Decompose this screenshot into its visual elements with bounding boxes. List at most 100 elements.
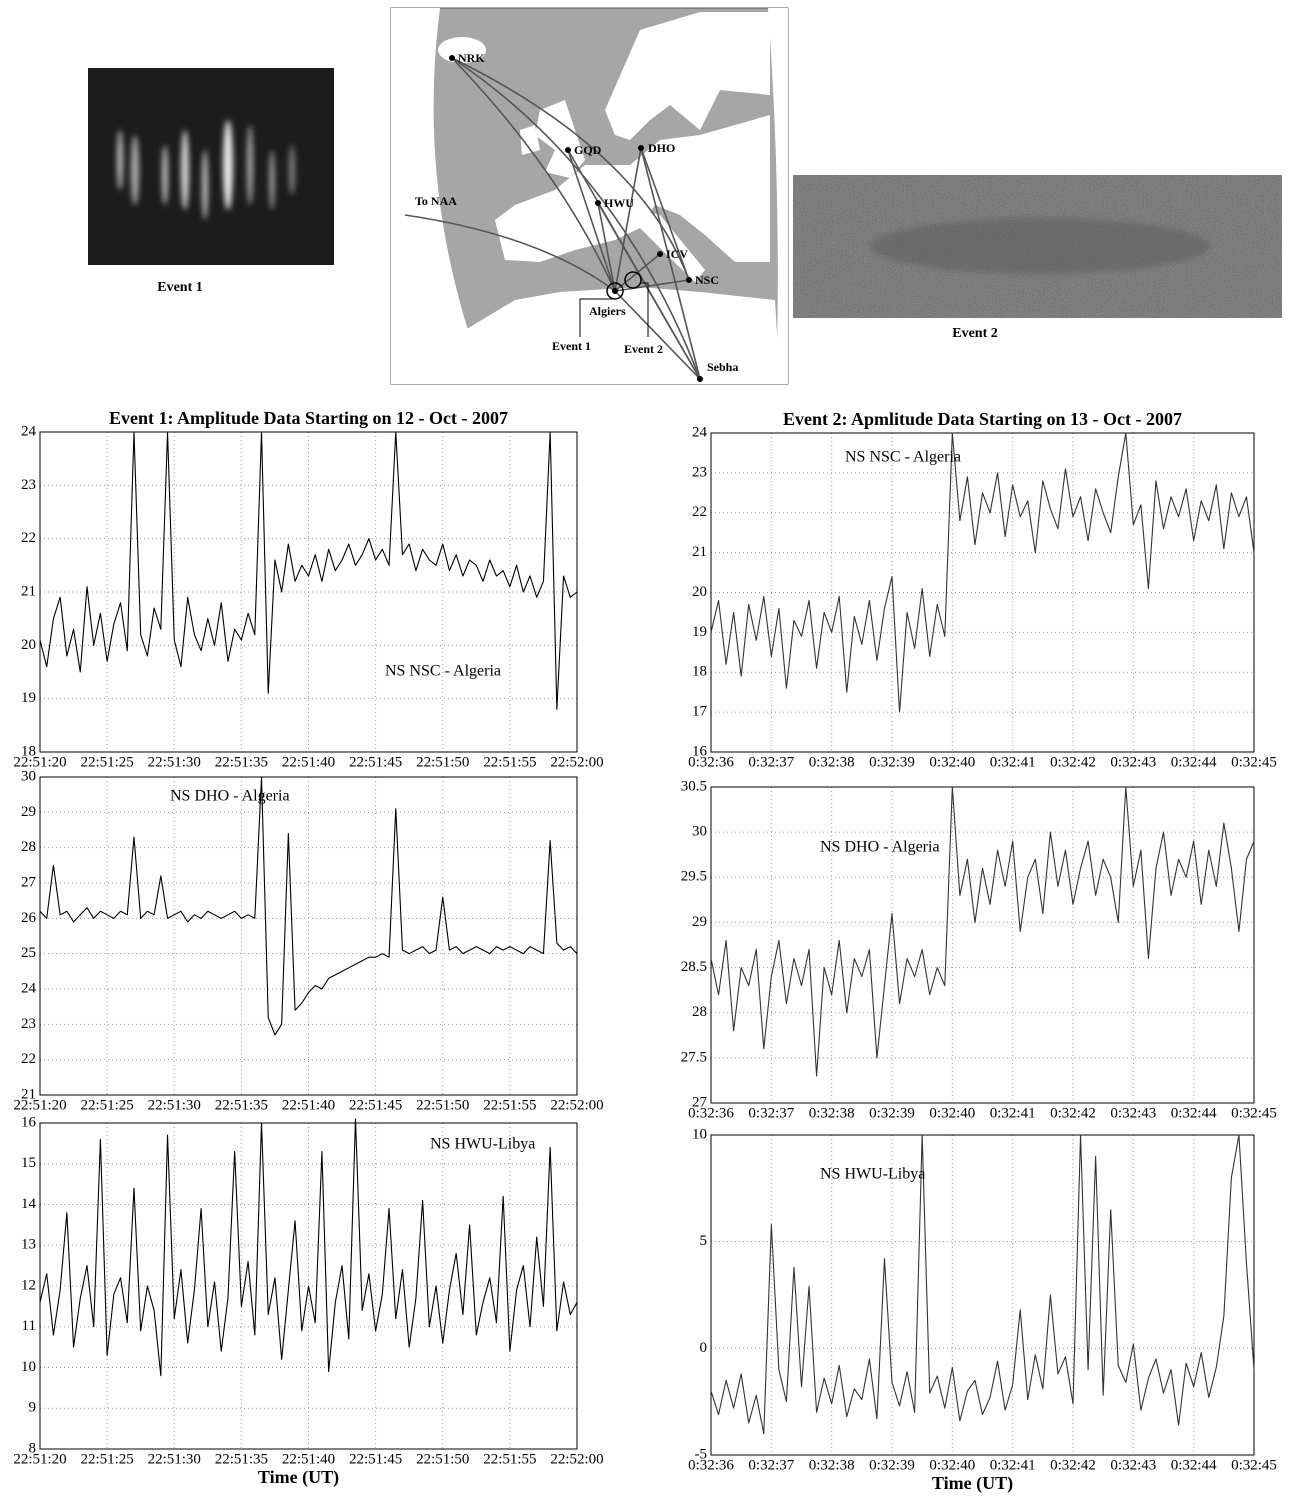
x-axis-label: Time (UT)	[258, 1467, 339, 1488]
y-tick-label: 29	[692, 914, 707, 930]
x-tick-label: 0:32:45	[1231, 1105, 1277, 1121]
projection-edge	[391, 8, 487, 384]
station-label: NRK	[458, 51, 485, 65]
aurora-streaks	[117, 120, 295, 220]
y-tick-label: 11	[22, 1318, 36, 1334]
y-tick-label: 23	[21, 1016, 36, 1032]
x-tick-label: 0:32:37	[748, 1457, 794, 1473]
data-line	[39, 431, 578, 710]
x-tick-label: 0:32:43	[1110, 1105, 1156, 1121]
x-tick-label: 22:52:00	[550, 1451, 603, 1467]
y-tick-label: 24	[21, 423, 37, 439]
x-tick-label: 0:32:41	[990, 754, 1036, 770]
x-tick-label: 0:32:36	[688, 1105, 734, 1121]
station	[565, 147, 571, 153]
y-tick-label: 30	[692, 824, 707, 840]
x-tick-label: 22:51:40	[282, 1451, 335, 1467]
plot-area	[40, 777, 577, 1095]
y-tick-label: 19	[21, 690, 36, 706]
station-label: GQD	[574, 143, 602, 157]
streak	[162, 145, 168, 205]
callout-lines	[579, 282, 649, 337]
x-tick-label: 22:51:55	[483, 754, 536, 770]
plot-area	[711, 433, 1254, 752]
x-tick-label: 0:32:40	[929, 1457, 975, 1473]
annotation: NS HWU-Libya	[820, 1166, 925, 1183]
y-tick-label: 10	[21, 1359, 36, 1375]
y-tick-label: 24	[692, 424, 708, 440]
event-1-image: Event 1	[88, 68, 334, 295]
x-tick-label: 0:32:36	[688, 754, 734, 770]
station-label: Algiers	[589, 304, 626, 318]
x-tick-label: 0:32:38	[809, 1105, 855, 1121]
plot-frame	[710, 1134, 1255, 1456]
path	[451, 57, 616, 292]
y-tick-label: -5	[695, 1446, 708, 1462]
land	[605, 12, 770, 140]
y-tick-label: 21	[692, 544, 707, 560]
x-tick-label: 0:32:44	[1171, 1457, 1217, 1473]
station	[595, 200, 601, 206]
x-tick-label: 22:51:55	[483, 1097, 536, 1113]
path	[614, 147, 642, 292]
annotation: NS HWU-Libya	[430, 1136, 535, 1153]
projection-edge	[768, 8, 788, 384]
x-tick-label: 0:32:44	[1171, 1105, 1217, 1121]
y-tick-label: 17	[692, 704, 708, 720]
x-tick-label: 0:32:36	[688, 1457, 734, 1473]
y-tick-label: 5	[700, 1233, 708, 1249]
station-label: ICV	[666, 247, 688, 261]
path-label: To NAA	[415, 194, 457, 208]
y-tick-label: 24	[21, 980, 37, 996]
plot-area	[711, 1135, 1254, 1455]
y-tick-label: 21	[21, 1086, 36, 1102]
x-tick-label: 0:32:38	[809, 1457, 855, 1473]
path	[451, 57, 690, 281]
x-tick-label: 0:32:43	[1110, 1457, 1156, 1473]
x-tick-label: 22:51:45	[349, 754, 402, 770]
x-tick-label: 0:32:37	[748, 1105, 794, 1121]
x-tick-label: 22:51:45	[349, 1451, 402, 1467]
y-tick-label: 28	[692, 1004, 707, 1020]
station-dots	[449, 55, 703, 382]
station-label: HWU	[604, 196, 634, 210]
y-tick-label: 18	[692, 664, 707, 680]
data-line	[710, 1134, 1255, 1435]
y-tick-label: 16	[21, 1114, 37, 1130]
station-label: NSC	[695, 273, 719, 287]
x-tick-label: 0:32:44	[1171, 754, 1217, 770]
x-tick-label: 22:51:55	[483, 1451, 536, 1467]
station	[697, 376, 703, 382]
y-tick-label: 30	[21, 768, 36, 784]
chart-title: Event 1: Amplitude Data Starting on 12 -…	[109, 408, 508, 428]
x-tick-label: 22:51:25	[80, 1451, 133, 1467]
y-tick-label: 30.5	[681, 778, 707, 794]
map: NRK GQD DHO HWU ICV NSC Algiers Sebha To…	[390, 7, 789, 385]
path	[567, 149, 616, 292]
streak	[202, 150, 208, 220]
streak	[223, 120, 233, 210]
path	[404, 214, 616, 292]
y-tick-label: 12	[21, 1277, 36, 1293]
x-tick-label: 22:51:25	[80, 754, 133, 770]
x-tick-label: 22:51:50	[416, 1451, 469, 1467]
annotation: NS NSC - Algeria	[385, 663, 501, 680]
path	[451, 57, 701, 380]
propagation-paths	[404, 57, 701, 380]
x-tick-label: 22:51:40	[282, 754, 335, 770]
x-tick-label: 22:51:30	[148, 754, 201, 770]
path	[640, 147, 701, 380]
x-tick-label: 0:32:42	[1050, 754, 1096, 770]
chart-title: Event 2: Apmlitude Data Starting on 13 -…	[783, 409, 1182, 429]
image-background	[88, 68, 334, 265]
x-tick-label: 22:51:40	[282, 1097, 335, 1113]
land	[520, 125, 540, 155]
land	[465, 287, 780, 384]
x-tick-label: 22:51:50	[416, 1097, 469, 1113]
station	[612, 288, 618, 294]
station	[657, 251, 663, 257]
x-tick-label: 0:32:42	[1050, 1105, 1096, 1121]
caption: Event 1	[157, 280, 203, 295]
airglow	[870, 218, 1210, 274]
